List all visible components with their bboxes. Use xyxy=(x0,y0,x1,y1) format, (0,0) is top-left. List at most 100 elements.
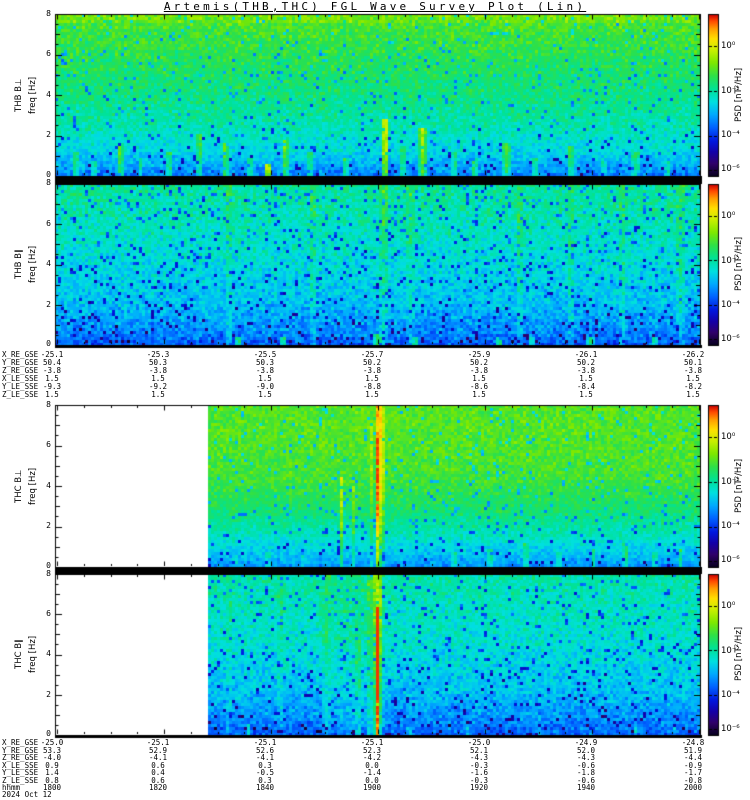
ephemeris-row: Y_LE_SSE 1.4 0.4 -0.5 -1.4 -1.6 -1.8 -1.7 xyxy=(0,769,750,777)
ephemeris-value: -0.6 xyxy=(576,775,596,785)
ephemeris-value: 1.5 xyxy=(258,374,272,383)
ephemeris-row: Y_RE_GSE 50.4 50.3 50.3 50.2 50.2 50.2 50.1 xyxy=(0,359,750,367)
y-tick-label: 8 xyxy=(46,9,51,18)
ephemeris-row: Z_LE_SSE 0.8 0.6 0.3 0.0 -0.3 -0.6 -0.8 xyxy=(0,775,750,785)
ephemeris-row: X_RE_GSE -25.0 -25.1 -25.1 -25.1 -25.0 -24.9 -… xyxy=(0,739,750,747)
ephemeris-row-label: Y_RE_GSE xyxy=(2,358,39,367)
ephemeris-value: -3.8 xyxy=(683,366,703,375)
ephemeris-value: -25.7 xyxy=(360,350,384,359)
y-tick-label: 6 xyxy=(46,49,51,58)
ephemeris-value: 52.1 xyxy=(469,745,489,755)
ephemeris-row-label: X_LE_SSE xyxy=(2,374,39,383)
ephemeris-value: 50.2 xyxy=(469,358,489,367)
ephemeris-value: -25.1 xyxy=(253,738,277,747)
ephemeris-value: 1.5 xyxy=(686,374,700,383)
ephemeris-value: -3.8 xyxy=(362,366,382,375)
thb-ephemeris-table: X_RE_GSE -25.1 -25.3 -25.5 -25.7 -25.9 -26.1 -… xyxy=(0,351,750,401)
ephemeris-row: Z_LE_SSE 1.5 1.5 1.5 1.5 1.5 1.5 1.5 xyxy=(0,391,750,399)
ephemeris-value: -1.4 xyxy=(362,768,382,777)
colorbar-title: PSD [nT²/Hz] xyxy=(734,626,744,682)
ephemeris-value: -25.9 xyxy=(467,350,491,359)
ephemeris-value: -4.4 xyxy=(683,753,703,762)
colorbar-tick-label: 10⁰ xyxy=(721,432,736,442)
colorbar-tick-label: 10⁻² xyxy=(721,256,740,266)
y-tick-label: 0 xyxy=(46,170,51,179)
y-tick-label: 2 xyxy=(46,521,51,530)
colorbar-title: PSD [nT²/Hz] xyxy=(734,458,744,514)
y-tick-label: 8 xyxy=(46,178,51,187)
ephemeris-value: -4.3 xyxy=(576,753,596,762)
ephemeris-value: 0.9 xyxy=(45,760,59,770)
y-tick-label: 0 xyxy=(46,729,51,738)
colorbar-tick-label: 10⁻² xyxy=(721,646,740,656)
ephemeris-value: 1800 xyxy=(42,783,62,792)
y-tick-label: 2 xyxy=(46,690,51,699)
ephemeris-value: -24.9 xyxy=(574,738,598,747)
y-tick-label: 6 xyxy=(46,609,51,618)
y-tick-label: 8 xyxy=(46,569,51,578)
ephemeris-value: -25.5 xyxy=(253,350,277,359)
ephemeris-value: 52.9 xyxy=(148,745,168,755)
ephemeris-row-label: Y_LE_SSE xyxy=(2,768,39,777)
colorbar-tick-label: 10⁻² xyxy=(721,477,740,487)
ephemeris-value: -1.8 xyxy=(576,768,596,777)
ephemeris-value: 1.5 xyxy=(365,374,379,383)
ephemeris-value: -24.8 xyxy=(681,738,705,747)
ephemeris-value: -4.1 xyxy=(255,753,275,762)
y-tick-label: 2 xyxy=(46,300,51,309)
ephemeris-row: hhmm 1800 1820 1840 1900 1920 1940 2000 xyxy=(0,784,750,792)
ephemeris-value: -25.0 xyxy=(40,738,64,747)
ephemeris-value: -3.8 xyxy=(255,366,275,375)
colorbar-tick-label: 10⁻⁶ xyxy=(721,724,740,734)
y-tick-labels: 8 6 4 2 xyxy=(38,10,51,176)
colorbar-tick-labels: 10⁰ 10⁻² 10⁻⁴ 10⁻⁶ xyxy=(721,184,749,346)
ephemeris-value: 1.5 xyxy=(686,390,700,399)
y-tick-label: 8 xyxy=(46,400,51,409)
ephemeris-value: 1840 xyxy=(255,783,275,792)
ephemeris-row: Y_RE_GSE 53.3 52.9 52.6 52.3 52.1 52.0 51.9 xyxy=(0,745,750,755)
ephemeris-value: 52.6 xyxy=(255,745,275,755)
plot-title: Artemis(THB,THC) FGL Wave Survey Plot (L… xyxy=(163,0,587,13)
date-label: 2024 Oct 12 xyxy=(2,790,52,799)
colorbar-tick-label: 10⁻² xyxy=(721,86,740,96)
ephemeris-row: Z_RE_GSE -3.8 -3.8 -3.8 -3.8 -3.8 -3.8 -3.8 xyxy=(0,367,750,375)
ephemeris-value: 0.8 xyxy=(45,775,59,785)
y-tick-label: 0 xyxy=(46,339,51,348)
colorbar-tick-label: 10⁰ xyxy=(721,601,736,611)
y-tick-labels: 6 4 2 0 xyxy=(38,574,51,738)
colorbar-tick-label: 10⁰ xyxy=(721,41,736,51)
panel-label-thc-perp: THC B⊥ xyxy=(14,469,24,503)
ephemeris-row: X_LE_SSE 0.9 0.6 0.3 0.0 -0.3 -0.6 -0.9 xyxy=(0,760,750,770)
ephemeris-value: 0.0 xyxy=(365,775,379,785)
ephemeris-row-label: Y_RE_GSE xyxy=(2,745,39,755)
colorbar-tick-label: 10⁻⁴ xyxy=(721,690,740,700)
colorbar-tick-label: 10⁻⁶ xyxy=(721,334,740,344)
y-tick-label: 0 xyxy=(46,561,51,570)
ephemeris-row-label: X_LE_SSE xyxy=(2,760,39,770)
ephemeris-value: -0.3 xyxy=(469,775,489,785)
ephemeris-value: 1920 xyxy=(469,783,489,792)
ephemeris-value: -26.1 xyxy=(574,350,598,359)
ephemeris-value: -9.0 xyxy=(255,382,275,391)
ephemeris-row: X_LE_SSE 1.5 1.5 1.5 1.5 1.5 1.5 1.5 xyxy=(0,375,750,383)
y-tick-label: 6 xyxy=(46,219,51,228)
panel-label-thc-par: THC B∥ xyxy=(14,638,24,670)
y-tick-labels: 6 4 2 0 xyxy=(38,184,51,348)
ephemeris-value: 1.5 xyxy=(579,374,593,383)
ephemeris-row: Y_LE_SSE -9.3 -9.2 -9.0 -8.8 -8.6 -8.4 -8.2 xyxy=(0,383,750,391)
colorbar-tick-label: 10⁻⁶ xyxy=(721,555,740,565)
ephemeris-value: 1.5 xyxy=(579,390,593,399)
ephemeris-value: 2000 xyxy=(683,783,703,792)
ephemeris-row-label: Y_LE_SSE xyxy=(2,382,39,391)
ephemeris-row: Z_RE_GSE -4.0 -4.1 -4.1 -4.2 -4.3 -4.3 -4.4 xyxy=(0,754,750,762)
ephemeris-value: 50.4 xyxy=(42,358,62,367)
ephemeris-value: -4.3 xyxy=(469,753,489,762)
ephemeris-value: 51.9 xyxy=(683,745,703,755)
y-tick-label: 4 xyxy=(46,481,51,490)
ephemeris-value: 1940 xyxy=(576,783,596,792)
ephemeris-value: 1820 xyxy=(148,783,168,792)
ephemeris-value: -25.3 xyxy=(146,350,170,359)
colorbar-tick-labels: 10⁰ 10⁻² 10⁻⁴ 10⁻⁶ xyxy=(721,14,749,176)
ephemeris-value: -3.8 xyxy=(576,366,596,375)
